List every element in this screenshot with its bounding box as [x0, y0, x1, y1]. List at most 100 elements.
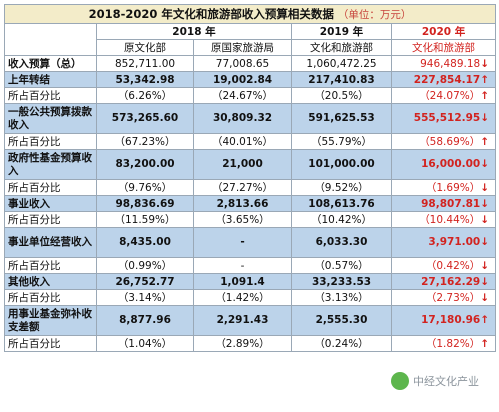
row-label: 所占百分比	[4, 257, 97, 274]
row-label: 所占百分比	[4, 289, 97, 306]
header-2020-ministry: 文化和旅游部	[390, 39, 497, 56]
cell-2020: 27,162.29↓	[390, 273, 497, 290]
cell-2020: （58.69%）↑	[390, 133, 497, 150]
budget-table: 2018-2020 年文化和旅游部收入预算相关数据 （单位：万元） 2018 年…	[3, 4, 497, 352]
trend-arrow-icon: ↓	[480, 236, 490, 248]
value-2020: 227,854.17	[413, 73, 481, 86]
value-2020: （2.73%）	[425, 291, 481, 304]
cell-2018-tourism: -	[193, 257, 292, 274]
cell-2019: 217,410.83	[291, 71, 392, 88]
trend-arrow-icon: ↓	[480, 213, 490, 226]
cell-2018-ministry: （67.23%）	[96, 133, 194, 150]
cell-2019: 108,613.76	[291, 195, 392, 212]
wechat-logo-icon	[391, 372, 409, 390]
cell-2020: 555,512.95↓	[390, 103, 497, 134]
cell-2019: 1,060,472.25	[291, 55, 392, 72]
cell-2019: 6,033.30	[291, 227, 392, 258]
value-2020: 16,000.00	[421, 158, 481, 170]
table-row: 上年转结 53,342.98 19,002.84 217,410.83 227,…	[4, 71, 497, 88]
value-2020: 17,180.96	[421, 314, 481, 326]
cell-2018-ministry: （1.04%）	[96, 335, 194, 352]
trend-arrow-icon: ↓	[480, 259, 490, 272]
cell-2020: 98,807.81↓	[390, 195, 497, 212]
cell-2020: （10.44%）↓	[390, 211, 497, 228]
cell-2019: 591,625.53	[291, 103, 392, 134]
cell-2020: 946,489.18↓	[390, 55, 497, 72]
cell-2018-tourism: 19,002.84	[193, 71, 292, 88]
cell-2018-ministry: 573,265.60	[96, 103, 194, 134]
cell-2020: （1.69%）↓	[390, 179, 497, 196]
trend-arrow-icon: ↓	[480, 197, 490, 210]
trend-arrow-icon: ↓	[480, 158, 490, 170]
trend-arrow-icon: ↑	[480, 89, 490, 102]
cell-2018-tourism: 1,091.4	[193, 273, 292, 290]
trend-arrow-icon: ↑	[480, 337, 490, 350]
title-main: 2018-2020 年文化和旅游部收入预算相关数据	[88, 6, 334, 21]
cell-2020: 16,000.00↓	[390, 149, 497, 180]
header-2018-tourism: 原国家旅游局	[193, 39, 292, 56]
table-title: 2018-2020 年文化和旅游部收入预算相关数据 （单位：万元）	[3, 4, 497, 24]
cell-2019: （20.5%）	[291, 87, 392, 104]
cell-2018-ministry: 26,752.77	[96, 273, 194, 290]
value-2020: 27,162.29	[421, 275, 481, 288]
cell-2019: （0.57%）	[291, 257, 392, 274]
cell-2018-ministry: （11.59%）	[96, 211, 194, 228]
cell-2020: （0.42%）↓	[390, 257, 497, 274]
header-2018-ministry: 原文化部	[96, 39, 194, 56]
cell-2018-tourism: （3.65%）	[193, 211, 292, 228]
table-row: 政府性基金预算收入 83,200.00 21,000 101,000.00 16…	[4, 149, 497, 180]
cell-2019: 101,000.00	[291, 149, 392, 180]
row-label: 收入预算（总）	[4, 55, 97, 72]
row-label: 所占百分比	[4, 133, 97, 150]
value-2020: 98,807.81	[421, 197, 481, 210]
cell-2019: 33,233.53	[291, 273, 392, 290]
row-label: 上年转结	[4, 71, 97, 88]
table-row: 所占百分比 （11.59%） （3.65%） （10.42%） （10.44%）…	[4, 211, 497, 228]
value-2020: （1.82%）	[425, 337, 481, 350]
value-2020: 3,971.00	[428, 236, 481, 248]
cell-2019: 2,555.30	[291, 305, 392, 336]
header-year-row: 2018 年 2019 年 2020 年	[4, 23, 497, 56]
cell-2020: （24.07%）↑	[390, 87, 497, 104]
cell-2018-ministry: 852,711.00	[96, 55, 194, 72]
cell-2020: （1.82%）↑	[390, 335, 497, 352]
cell-2019: （10.42%）	[291, 211, 392, 228]
cell-2018-tourism: 77,008.65	[193, 55, 292, 72]
trend-arrow-icon: ↑	[480, 314, 490, 326]
trend-arrow-icon: ↓	[480, 291, 490, 304]
value-2020: （58.69%）	[419, 135, 481, 148]
cell-2018-ministry: 53,342.98	[96, 71, 194, 88]
row-label: 所占百分比	[4, 211, 97, 228]
trend-arrow-icon: ↓	[480, 275, 490, 288]
cell-2018-ministry: 8,877.96	[96, 305, 194, 336]
cell-2018-ministry: （3.14%）	[96, 289, 194, 306]
cell-2020: 3,971.00↓	[390, 227, 497, 258]
watermark-text: 中经文化产业	[413, 375, 479, 388]
cell-2018-tourism: （27.27%）	[193, 179, 292, 196]
trend-arrow-icon: ↑	[480, 73, 490, 86]
value-2020: （10.44%）	[419, 213, 481, 226]
cell-2019: （0.24%）	[291, 335, 392, 352]
cell-2019: （55.79%）	[291, 133, 392, 150]
header-2018: 2018 年	[96, 23, 292, 40]
header-2019-ministry: 文化和旅游部	[291, 39, 392, 56]
table-row: 所占百分比 （1.04%） （2.89%） （0.24%） （1.82%）↑	[4, 335, 497, 352]
cell-2020: 17,180.96↑	[390, 305, 497, 336]
header-2019: 2019 年	[291, 23, 392, 40]
table-row: 所占百分比 （6.26%） （24.67%） （20.5%） （24.07%）↑	[4, 87, 497, 104]
cell-2018-ministry: （9.76%）	[96, 179, 194, 196]
value-2020: （1.69%）	[425, 181, 481, 194]
cell-2018-tourism: 30,809.32	[193, 103, 292, 134]
table-row: 事业单位经营收入 8,435.00 - 6,033.30 3,971.00↓	[4, 227, 497, 258]
header-empty-cell	[4, 23, 97, 56]
row-label: 事业收入	[4, 195, 97, 212]
table-title-row: 2018-2020 年文化和旅游部收入预算相关数据 （单位：万元）	[3, 4, 497, 24]
row-label: 所占百分比	[4, 179, 97, 196]
table-row: 所占百分比 （9.76%） （27.27%） （9.52%） （1.69%）↓	[4, 179, 497, 196]
cell-2018-tourism: 21,000	[193, 149, 292, 180]
cell-2019: （3.13%）	[291, 289, 392, 306]
value-2020: （0.42%）	[425, 259, 481, 272]
cell-2018-ministry: （0.99%）	[96, 257, 194, 274]
table-row: 一般公共预算拨款收入 573,265.60 30,809.32 591,625.…	[4, 103, 497, 134]
